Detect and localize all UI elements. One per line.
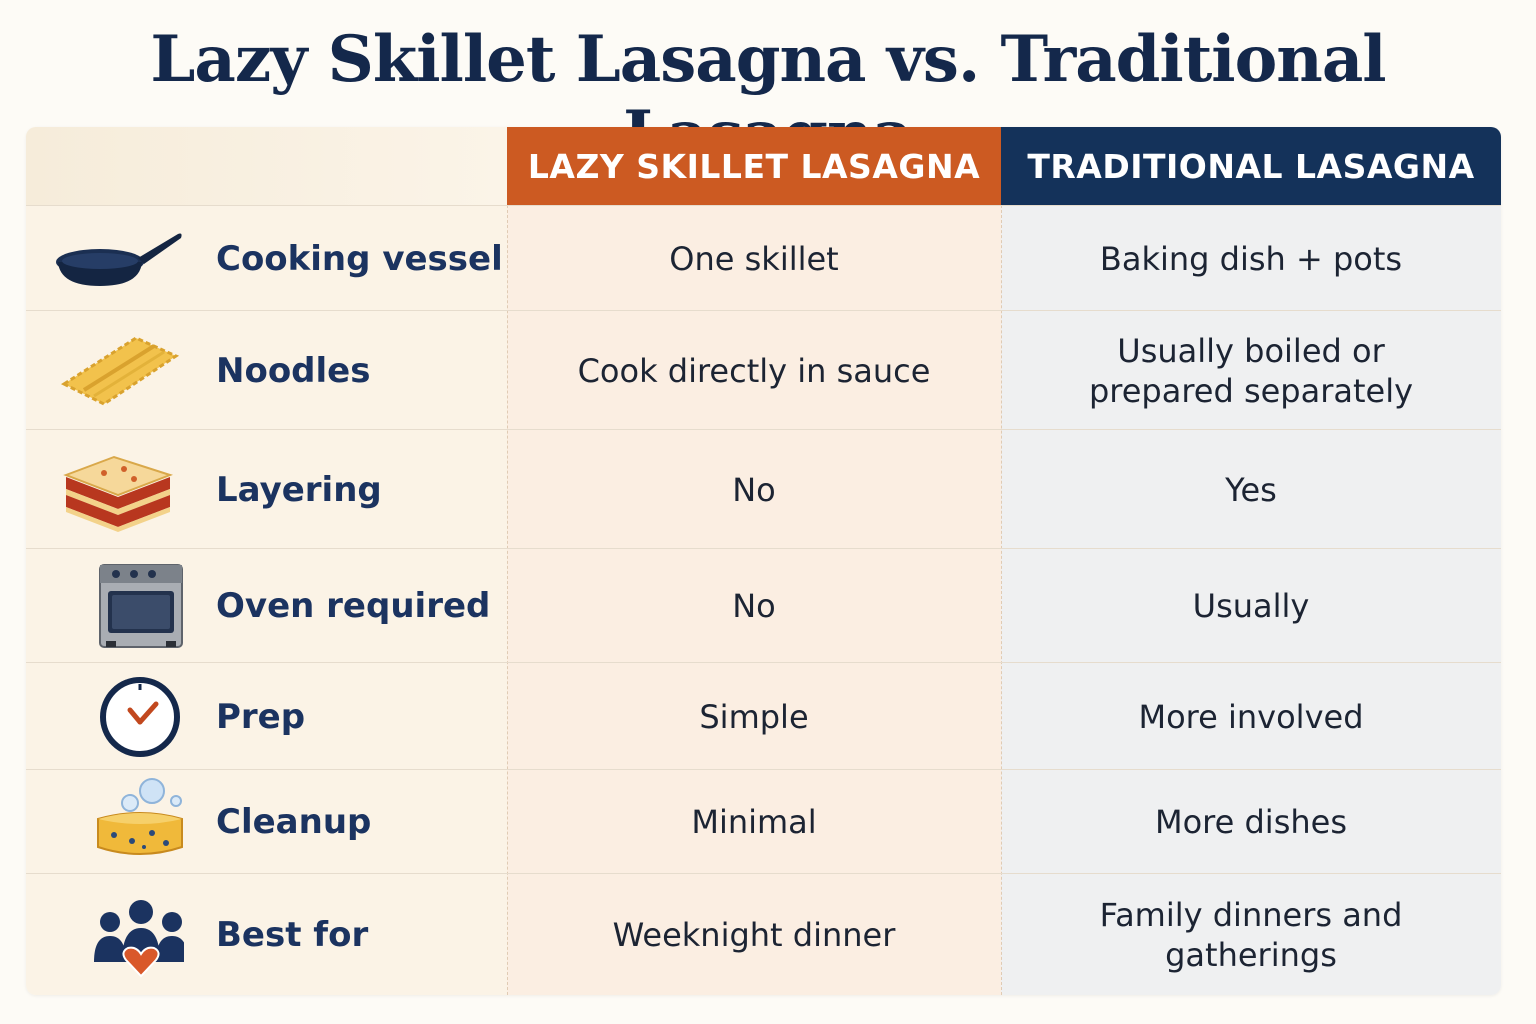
- row-label: Cleanup: [216, 802, 372, 842]
- family-icon: [54, 890, 184, 980]
- row-label: Layering: [216, 469, 382, 510]
- table-row: Layering No Yes: [26, 429, 1501, 549]
- clock-icon: [54, 672, 184, 762]
- column-divider: [507, 205, 508, 995]
- row-label: Best for: [216, 915, 369, 955]
- traditional-value: Usually: [1192, 587, 1310, 625]
- row-label: Prep: [216, 696, 306, 737]
- header-lazy-skillet: LAZY SKILLET LASAGNA: [507, 127, 1001, 205]
- table-row: Prep Simple More involved: [26, 662, 1501, 770]
- lazy-value: No: [732, 587, 776, 625]
- lazy-value: No: [732, 470, 776, 509]
- traditional-value: More involved: [1138, 697, 1364, 736]
- sponge-icon: [54, 777, 184, 867]
- header-blank-cell: [26, 127, 507, 205]
- lazy-value: One skillet: [669, 239, 839, 278]
- header-traditional: TRADITIONAL LASAGNA: [1001, 127, 1501, 205]
- table-row: Cooking vessel One skillet Baking dish +…: [26, 205, 1501, 311]
- table-row: Best for Weeknight dinner Family dinners…: [26, 873, 1501, 995]
- row-label: Cooking vessel: [216, 238, 503, 279]
- row-label: Noodles: [216, 350, 371, 391]
- lazy-value: Weeknight dinner: [612, 916, 896, 954]
- noodle-icon: [54, 326, 184, 416]
- oven-icon: [54, 561, 184, 651]
- traditional-value: Baking dish + pots: [1099, 239, 1403, 278]
- table-row: Cleanup Minimal More dishes: [26, 769, 1501, 874]
- table-row: Oven required No Usually: [26, 548, 1501, 663]
- lazy-value: Cook directly in sauce: [577, 351, 931, 390]
- lazy-column-background: [507, 127, 1001, 995]
- lazy-value: Minimal: [691, 803, 817, 841]
- table-row: Noodles Cook directly in sauce Usually b…: [26, 310, 1501, 430]
- traditional-value: Usually boiled or prepared separately: [1088, 331, 1414, 410]
- traditional-value: More dishes: [1154, 803, 1347, 841]
- lazy-value: Simple: [699, 697, 809, 736]
- skillet-icon: [54, 214, 184, 304]
- row-label: Oven required: [216, 586, 491, 626]
- comparison-table: LAZY SKILLET LASAGNA TRADITIONAL LASAGNA…: [26, 127, 1501, 995]
- traditional-value: Family dinners and gatherings: [1099, 896, 1403, 974]
- lasagna-layers-icon: [54, 445, 184, 535]
- column-divider: [1001, 205, 1002, 995]
- traditional-column-background: [1001, 127, 1501, 995]
- traditional-value: Yes: [1225, 470, 1277, 509]
